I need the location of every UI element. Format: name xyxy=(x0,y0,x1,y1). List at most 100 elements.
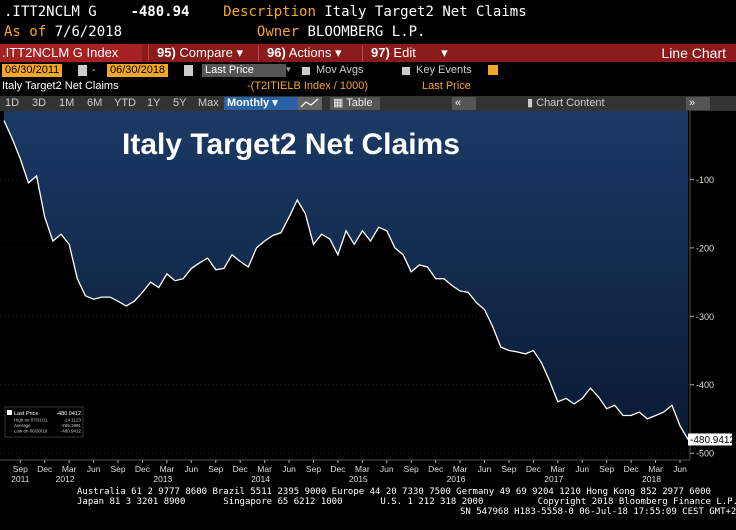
table-icon: ▦ xyxy=(333,97,344,109)
header-row-2: As of 7/6/2018 Owner BLOOMBERG L.P. xyxy=(4,24,426,40)
mov-avgs-label: Mov Avgs xyxy=(316,64,364,76)
key-events-label: Key Events xyxy=(416,64,472,76)
x-tick-label: Jun xyxy=(478,464,492,474)
series-line xyxy=(3,120,689,440)
period-1y[interactable]: 1Y xyxy=(147,97,161,109)
x-tick-label: Sep xyxy=(599,464,614,474)
x-tick-label: Dec xyxy=(624,464,640,474)
function-toolbar: .ITT2NCLM G Index 95) Compare ▾ 96) Acti… xyxy=(0,44,736,62)
chart-title: Italy Target2 Net Claims xyxy=(122,128,460,161)
mov-avgs-checkbox[interactable] xyxy=(302,67,310,75)
compare-number: 95) xyxy=(157,45,176,60)
x-tick-label: Dec xyxy=(233,464,249,474)
period-bar: 1D 3D 1M 6M YTD 1Y 5Y Max Monthly ▾ ▦ Ta… xyxy=(0,96,736,111)
x-year-label: 2014 xyxy=(251,474,270,484)
description-label: Description xyxy=(223,4,316,20)
x-tick-label: Jun xyxy=(282,464,296,474)
legend-title: Last Price xyxy=(14,411,38,417)
table-label: Table xyxy=(346,97,373,109)
legend-high-label: High on 07/31/11 xyxy=(14,418,48,423)
y-tick-label: -200 xyxy=(696,243,714,253)
period-1d[interactable]: 1D xyxy=(5,97,20,109)
actions-button[interactable]: 96) Actions ▾ xyxy=(258,45,342,61)
period-5y[interactable]: 5Y xyxy=(173,97,187,109)
settings-gear-icon[interactable] xyxy=(488,65,498,75)
legend-low-value: -480.9412 xyxy=(61,429,82,434)
settings-row: 06/30/2011 - 06/30/2018 Last Price ▾ Mov… xyxy=(0,63,736,79)
start-date-field[interactable]: 06/30/2011 xyxy=(2,64,63,77)
x-tick-label: Mar xyxy=(257,464,272,474)
table-button[interactable]: ▦ Table xyxy=(330,97,380,110)
edit-label: Edit xyxy=(393,45,416,60)
end-date-field[interactable]: 06/30/2018 xyxy=(107,64,169,77)
security-index-field[interactable]: .ITT2NCLM G Index xyxy=(0,44,142,62)
x-tick-label: Sep xyxy=(306,464,321,474)
x-tick-label: Sep xyxy=(404,464,419,474)
x-tick-label: Mar xyxy=(551,464,566,474)
x-tick-label: Jun xyxy=(575,464,589,474)
edit-number: 97) xyxy=(371,45,390,60)
owner-label: Owner xyxy=(256,24,300,40)
period-ytd[interactable]: YTD xyxy=(114,97,136,109)
x-tick-label: Dec xyxy=(135,464,151,474)
expand-right-button[interactable]: » xyxy=(686,97,710,110)
legend-swatch xyxy=(7,410,12,415)
chart-content-button[interactable]: ▮ Chart Content xyxy=(524,97,608,110)
actions-label: Actions xyxy=(288,45,332,60)
calendar-icon[interactable] xyxy=(78,65,87,76)
last-price-tag: -480.9412 xyxy=(688,433,735,446)
last-price-tag-value: -480.9412 xyxy=(690,435,735,446)
x-tick-label: Mar xyxy=(648,464,663,474)
area-fill xyxy=(4,111,689,440)
legend-box: Last Price -480.9412 High on 07/31/11 -1… xyxy=(4,406,84,438)
chevron-down-icon[interactable]: ▾ xyxy=(286,64,291,74)
x-year-label: 2012 xyxy=(56,474,75,484)
header-row-1: .ITT2NCLM G -480.94 Description Italy Ta… xyxy=(4,4,527,20)
chart-type-icon[interactable] xyxy=(298,97,322,110)
compare-button[interactable]: 95) Compare ▾ xyxy=(148,45,243,61)
period-max[interactable]: Max xyxy=(198,97,219,109)
legend-last-value: -480.9412 xyxy=(56,411,81,417)
edit-button[interactable]: 97) Edit ▾ xyxy=(362,45,448,61)
footer-serial: SN 547968 H183-5558-0 06-Jul-18 17:55:09… xyxy=(460,507,736,517)
x-tick-label: Jun xyxy=(380,464,394,474)
series-row: Italy Target2 Net Claims -(T2ITIELB Inde… xyxy=(0,80,736,94)
y-tick-label: -500 xyxy=(696,449,714,459)
footer-contacts-2: Japan 81 3 3201 8900 Singapore 65 6212 1… xyxy=(77,497,736,507)
collapse-left-button[interactable]: « xyxy=(452,97,476,110)
footer-contacts-1: Australia 61 2 9777 8600 Brazil 5511 239… xyxy=(77,487,711,497)
chart-area[interactable]: -100 -200 -300 -400 -500 Sep Dec Mar Jun Sep Dec M… xyxy=(0,111,736,485)
frequency-select[interactable]: Monthly ▾ xyxy=(224,97,298,110)
double-chevron-left-icon: « xyxy=(455,97,462,109)
x-tick-label: Jun xyxy=(184,464,198,474)
owner-value: BLOOMBERG L.P. xyxy=(307,24,426,40)
calendar-icon[interactable] xyxy=(184,65,193,76)
x-tick-label: Sep xyxy=(13,464,28,474)
x-tick-label: Mar xyxy=(355,464,370,474)
description-value: Italy Target2 Net Claims xyxy=(324,4,527,20)
x-tick-label: Mar xyxy=(62,464,77,474)
compare-dropdown-icon: ▾ xyxy=(236,45,244,60)
y-tick-label: -400 xyxy=(696,380,714,390)
period-3d[interactable]: 3D xyxy=(32,97,47,109)
x-tick-label: Jun xyxy=(673,464,687,474)
key-events-checkbox[interactable] xyxy=(402,67,410,75)
x-year-label: 2016 xyxy=(447,474,466,484)
x-year-label: 2018 xyxy=(642,474,661,484)
x-tick-label: Sep xyxy=(501,464,516,474)
x-tick-label: Dec xyxy=(526,464,542,474)
price-type-select[interactable]: Last Price xyxy=(202,64,286,77)
x-year-label: 2015 xyxy=(349,474,368,484)
double-chevron-right-icon: » xyxy=(689,97,696,109)
x-tick-label: Mar xyxy=(453,464,468,474)
line-chart-icon xyxy=(300,98,319,108)
x-tick-label: Dec xyxy=(428,464,444,474)
legend-avg-label: Average xyxy=(14,423,31,428)
as-of-date: 7/6/2018 xyxy=(54,24,123,40)
legend-high-value: -14.1123 xyxy=(64,418,82,423)
x-tick-label: Dec xyxy=(330,464,346,474)
edit-dropdown-icon: ▾ xyxy=(441,45,448,60)
period-6m[interactable]: 6M xyxy=(87,97,103,109)
period-1m[interactable]: 1M xyxy=(59,97,75,109)
chart-content-label: Chart Content xyxy=(536,97,605,109)
